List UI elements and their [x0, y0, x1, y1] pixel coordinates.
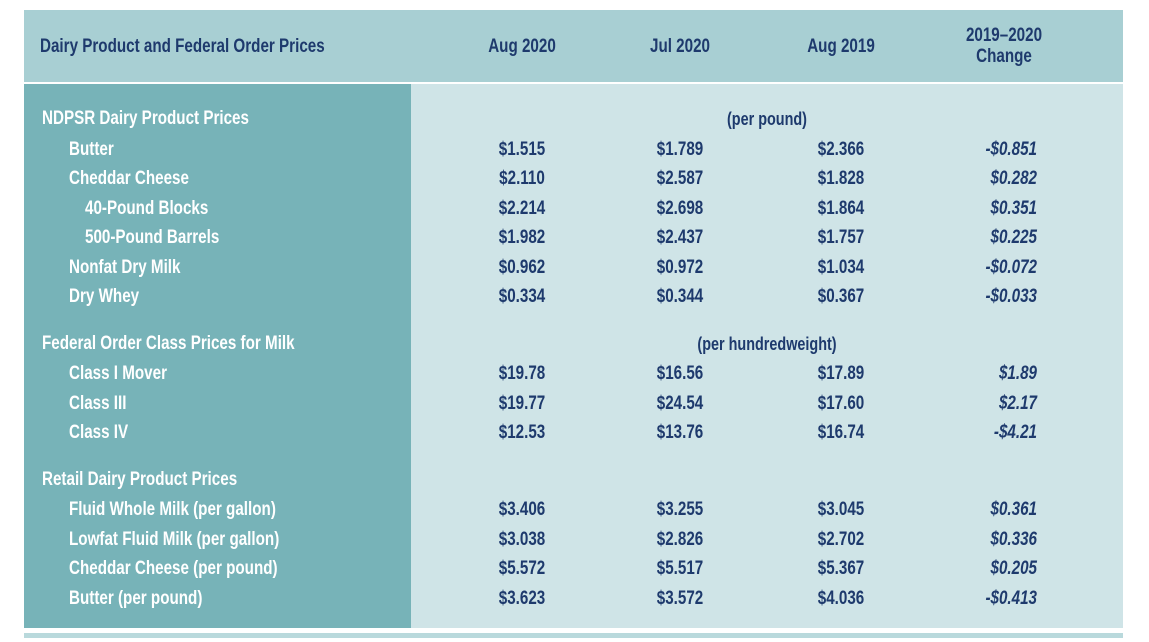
- cell-value: $3.038: [498, 528, 546, 550]
- change-value: -$0.413: [985, 587, 1037, 609]
- cell-value: $5.367: [817, 558, 865, 579]
- unit-note: (per pound): [727, 109, 807, 129]
- cell-value: $3.623: [498, 587, 546, 609]
- change-value: $0.336: [990, 528, 1038, 550]
- change-value: -$0.072: [985, 256, 1037, 278]
- change-value: $0.282: [990, 168, 1038, 189]
- change-value: -$4.21: [993, 422, 1037, 443]
- row-label: Butter: [69, 138, 114, 160]
- cell-value: $1.757: [817, 227, 865, 248]
- change-value: $0.225: [990, 227, 1038, 248]
- table-title: Dairy Product and Federal Order Prices: [40, 36, 325, 57]
- label-panel: [24, 84, 411, 628]
- column-header: 2019–2020 Change: [965, 25, 1043, 67]
- row-label: Butter (per pound): [69, 587, 203, 609]
- cell-value: $1.515: [498, 138, 546, 160]
- cell-value: $1.034: [817, 256, 865, 278]
- change-value: -$0.033: [985, 286, 1037, 307]
- cell-value: $16.56: [656, 363, 704, 384]
- cell-value: $2.214: [498, 197, 546, 219]
- cell-value: $2.110: [499, 168, 545, 189]
- cell-value: $2.826: [656, 528, 704, 550]
- cell-value: $3.406: [498, 499, 546, 520]
- change-value: $2.17: [998, 392, 1037, 414]
- change-value: $0.361: [990, 499, 1038, 520]
- cell-value: $5.572: [498, 558, 546, 579]
- section-title: NDPSR Dairy Product Prices: [42, 108, 249, 129]
- section-title: Retail Dairy Product Prices: [42, 468, 238, 490]
- value-panel: [411, 84, 1123, 628]
- cell-value: $1.828: [817, 168, 865, 189]
- cell-value: $5.517: [656, 558, 704, 579]
- cell-value: $12.53: [498, 422, 546, 443]
- cell-value: $2.366: [817, 138, 865, 160]
- cell-value: $0.972: [656, 256, 704, 278]
- row-label: Lowfat Fluid Milk (per gallon): [69, 528, 280, 550]
- cell-value: $2.702: [817, 528, 865, 550]
- cell-value: $19.78: [498, 363, 546, 384]
- cell-value: $3.572: [656, 587, 704, 609]
- row-label: Class I Mover: [69, 363, 167, 384]
- bottom-rule: [24, 633, 1123, 638]
- cell-value: $2.587: [656, 168, 704, 189]
- cell-value: $0.344: [656, 286, 704, 307]
- column-header: Aug 2020: [488, 36, 556, 57]
- cell-value: $2.698: [656, 197, 704, 219]
- cell-value: $2.437: [656, 227, 704, 248]
- change-value: $1.89: [998, 363, 1037, 384]
- cell-value: $16.74: [817, 422, 865, 443]
- cell-value: $1.864: [817, 197, 865, 219]
- row-label: Fluid Whole Milk (per gallon): [69, 499, 276, 520]
- row-label: 500-Pound Barrels: [85, 227, 220, 248]
- cell-value: $19.77: [498, 392, 546, 414]
- column-header: Jul 2020: [650, 36, 710, 57]
- cell-value: $4.036: [817, 587, 865, 609]
- change-value: $0.205: [990, 558, 1038, 579]
- section-title: Federal Order Class Prices for Milk: [42, 332, 295, 354]
- row-label: 40-Pound Blocks: [85, 197, 209, 219]
- row-label: Cheddar Cheese: [69, 168, 189, 189]
- cell-value: $13.76: [656, 422, 704, 443]
- row-label: Dry Whey: [69, 286, 140, 307]
- row-label: Class III: [69, 392, 127, 414]
- header-band: [24, 10, 1123, 82]
- column-header: Aug 2019: [807, 36, 875, 57]
- row-label: Class IV: [69, 422, 129, 443]
- unit-note: (per hundredweight): [697, 333, 837, 354]
- cell-value: $3.045: [817, 499, 865, 520]
- row-label: Nonfat Dry Milk: [69, 256, 181, 278]
- cell-value: $3.255: [656, 499, 704, 520]
- change-value: $0.351: [990, 197, 1038, 219]
- cell-value: $17.60: [817, 392, 865, 414]
- cell-value: $0.962: [498, 256, 546, 278]
- cell-value: $0.334: [498, 286, 546, 307]
- cell-value: $0.367: [817, 286, 865, 307]
- cell-value: $24.54: [656, 392, 704, 414]
- change-value: -$0.851: [985, 138, 1037, 160]
- row-label: Cheddar Cheese (per pound): [69, 558, 278, 579]
- cell-value: $1.789: [656, 138, 704, 160]
- cell-value: $17.89: [817, 363, 865, 384]
- cell-value: $1.982: [498, 227, 546, 248]
